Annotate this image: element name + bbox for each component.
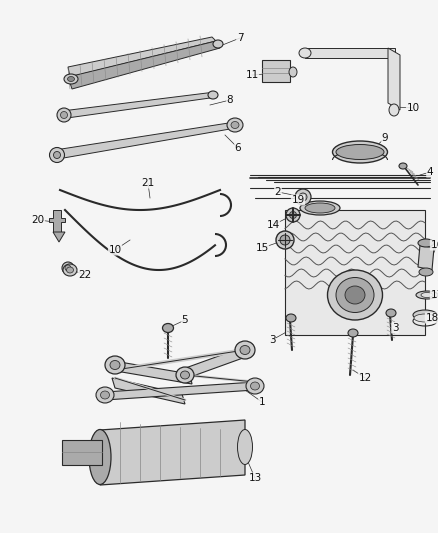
Ellipse shape — [180, 371, 190, 379]
Ellipse shape — [300, 201, 340, 215]
Text: 6: 6 — [235, 143, 241, 153]
Ellipse shape — [246, 378, 264, 394]
Polygon shape — [305, 48, 395, 58]
Ellipse shape — [414, 314, 436, 322]
Text: 3: 3 — [392, 323, 398, 333]
Ellipse shape — [295, 189, 311, 205]
Text: 5: 5 — [182, 315, 188, 325]
Ellipse shape — [208, 91, 218, 99]
Text: 15: 15 — [255, 243, 268, 253]
Ellipse shape — [65, 265, 71, 271]
Text: 12: 12 — [358, 373, 371, 383]
Text: 11: 11 — [245, 70, 258, 80]
Text: 2: 2 — [275, 187, 281, 197]
Text: 1: 1 — [259, 397, 265, 407]
Ellipse shape — [290, 212, 297, 219]
Ellipse shape — [276, 231, 294, 249]
Polygon shape — [53, 232, 65, 242]
Polygon shape — [68, 37, 216, 77]
Ellipse shape — [336, 144, 384, 159]
Ellipse shape — [162, 324, 173, 333]
Bar — [262, 60, 290, 82]
Text: 17: 17 — [431, 290, 438, 300]
Ellipse shape — [67, 267, 74, 273]
Ellipse shape — [57, 108, 71, 122]
Text: 10: 10 — [109, 245, 122, 255]
Ellipse shape — [89, 430, 111, 484]
Polygon shape — [62, 440, 102, 465]
Ellipse shape — [305, 203, 335, 213]
Ellipse shape — [100, 391, 110, 399]
Ellipse shape — [289, 67, 297, 77]
Text: 3: 3 — [268, 335, 276, 345]
Text: 18: 18 — [425, 313, 438, 323]
Ellipse shape — [213, 40, 223, 48]
Polygon shape — [180, 344, 254, 380]
Ellipse shape — [345, 286, 365, 304]
Polygon shape — [52, 122, 235, 160]
Polygon shape — [112, 378, 185, 404]
Polygon shape — [68, 41, 220, 89]
Ellipse shape — [386, 309, 396, 317]
Text: 16: 16 — [431, 240, 438, 250]
Ellipse shape — [60, 111, 67, 118]
Ellipse shape — [235, 341, 255, 359]
Text: 20: 20 — [32, 215, 45, 225]
Polygon shape — [49, 210, 65, 232]
Polygon shape — [100, 420, 245, 485]
Text: 14: 14 — [266, 220, 279, 230]
Ellipse shape — [62, 262, 74, 274]
Ellipse shape — [280, 235, 290, 245]
Text: 8: 8 — [227, 95, 233, 105]
Ellipse shape — [413, 310, 437, 320]
Ellipse shape — [328, 270, 382, 320]
Ellipse shape — [49, 148, 64, 163]
Ellipse shape — [286, 208, 300, 222]
Polygon shape — [108, 360, 192, 384]
Text: 9: 9 — [381, 133, 389, 143]
Ellipse shape — [231, 122, 239, 128]
Text: 13: 13 — [248, 473, 261, 483]
Polygon shape — [285, 210, 425, 335]
Ellipse shape — [348, 329, 358, 337]
Ellipse shape — [105, 356, 125, 374]
Ellipse shape — [299, 48, 311, 58]
Ellipse shape — [418, 239, 434, 247]
Ellipse shape — [251, 382, 259, 390]
Ellipse shape — [299, 193, 307, 201]
Text: 7: 7 — [237, 33, 244, 43]
Ellipse shape — [240, 345, 250, 354]
Text: 4: 4 — [427, 167, 433, 177]
Ellipse shape — [110, 360, 120, 369]
Ellipse shape — [237, 430, 252, 464]
Ellipse shape — [67, 77, 74, 82]
Ellipse shape — [336, 278, 374, 312]
Ellipse shape — [176, 367, 194, 383]
Polygon shape — [388, 48, 400, 110]
Ellipse shape — [399, 163, 407, 169]
Ellipse shape — [332, 141, 388, 163]
Ellipse shape — [419, 268, 433, 276]
Ellipse shape — [53, 151, 60, 158]
Ellipse shape — [63, 264, 77, 276]
Ellipse shape — [64, 74, 78, 84]
Polygon shape — [418, 245, 434, 270]
Polygon shape — [105, 382, 255, 400]
Ellipse shape — [421, 293, 433, 297]
Ellipse shape — [389, 104, 399, 116]
Text: 21: 21 — [141, 178, 155, 188]
Text: 22: 22 — [78, 270, 92, 280]
Text: 19: 19 — [291, 195, 304, 205]
Ellipse shape — [416, 291, 438, 299]
Ellipse shape — [96, 387, 114, 403]
Ellipse shape — [286, 314, 296, 322]
Ellipse shape — [227, 118, 243, 132]
Polygon shape — [60, 92, 215, 119]
Text: 10: 10 — [406, 103, 420, 113]
